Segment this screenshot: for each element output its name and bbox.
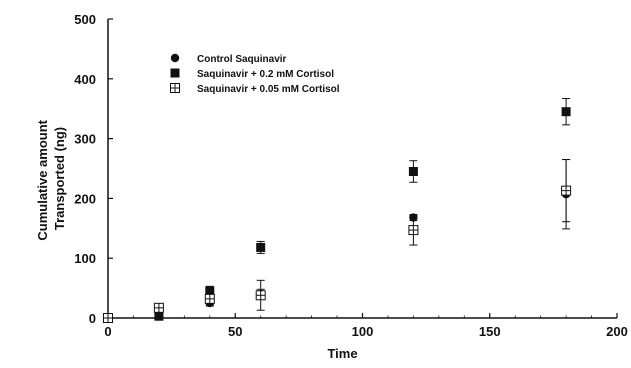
y-tick-label: 300 (74, 132, 96, 147)
y-tick-label: 200 (74, 191, 96, 206)
legend-item: Control Saquinavir (170, 53, 287, 65)
data-point (408, 166, 418, 176)
x-tick-label: 100 (352, 324, 374, 339)
data-point (561, 185, 572, 196)
data-point (205, 286, 215, 296)
y-ticks: 0 100 200 300 400 500 (74, 12, 113, 326)
y-tick-label: 0 (89, 311, 96, 326)
x-tick-label: 0 (104, 324, 111, 339)
data-point (154, 311, 164, 321)
x-tick-label: 150 (479, 324, 501, 339)
data-point (561, 107, 571, 117)
y-axis-title: Cumulative amount Transported (ng) (35, 116, 67, 240)
series-3 (103, 159, 572, 323)
x-tick-label: 50 (228, 324, 242, 339)
x-tick-label: 200 (606, 324, 628, 339)
x-ticks: 0 50 100 150 200 (104, 313, 628, 339)
data-point (408, 225, 419, 236)
y-axis-title-line-1: Cumulative amount (35, 119, 50, 240)
legend-label: Saquinavir + 0.05 mM Cortisol (197, 84, 340, 95)
legend-label: Saquinavir + 0.2 mM Cortisol (197, 69, 334, 80)
legend-marker (170, 83, 180, 93)
series-2 (103, 98, 571, 323)
data-point (204, 293, 215, 304)
legend: Control Saquinavir Saquinavir + 0.2 mM Co… (170, 53, 340, 95)
legend-marker (170, 68, 180, 78)
legend-label: Control Saquinavir (197, 54, 287, 65)
y-tick-label: 400 (74, 72, 96, 87)
data-point (255, 290, 266, 301)
legend-item: Saquinavir + 0.05 mM Cortisol (170, 83, 340, 95)
series-layer (103, 98, 572, 323)
axes (107, 19, 617, 319)
data-point (256, 242, 266, 252)
legend-item: Saquinavir + 0.2 mM Cortisol (170, 68, 334, 80)
data-point (103, 313, 113, 323)
y-axis-title-line-2: Transported (ng) (52, 127, 67, 230)
y-tick-label: 500 (74, 12, 96, 27)
legend-marker (170, 53, 180, 63)
x-axis-title: Time (327, 346, 357, 361)
y-tick-label: 100 (74, 251, 96, 266)
data-point (153, 302, 164, 313)
series-1 (103, 159, 571, 323)
